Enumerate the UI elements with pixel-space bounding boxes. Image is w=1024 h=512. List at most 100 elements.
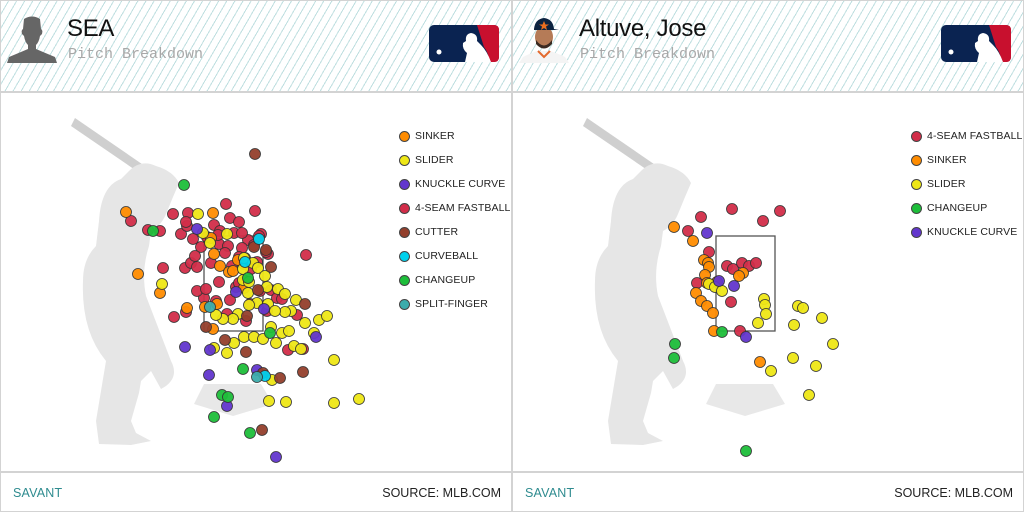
pitch-point[interactable] [816, 312, 828, 324]
pitch-point[interactable] [178, 179, 190, 191]
pitch-point[interactable] [221, 347, 233, 359]
pitch-point[interactable] [238, 331, 250, 343]
pitch-point[interactable] [191, 261, 203, 273]
legend-item[interactable]: SPLIT-FINGER [399, 297, 488, 311]
pitch-point[interactable] [179, 341, 191, 353]
pitch-point[interactable] [797, 302, 809, 314]
pitch-point[interactable] [242, 272, 254, 284]
legend-item[interactable]: SLIDER [911, 177, 966, 191]
pitch-point[interactable] [757, 215, 769, 227]
pitch-point[interactable] [227, 313, 239, 325]
pitch-point[interactable] [233, 216, 245, 228]
pitch-point[interactable] [725, 296, 737, 308]
pitch-point[interactable] [774, 205, 786, 217]
pitch-point[interactable] [270, 337, 282, 349]
pitch-point[interactable] [221, 228, 233, 240]
pitch-point[interactable] [147, 225, 159, 237]
legend-item[interactable]: 4-SEAM FASTBALL [911, 129, 1022, 143]
pitch-point[interactable] [243, 299, 255, 311]
pitch-point[interactable] [668, 221, 680, 233]
pitch-point[interactable] [274, 372, 286, 384]
pitch-point[interactable] [750, 257, 762, 269]
pitch-point[interactable] [810, 360, 822, 372]
pitch-point[interactable] [244, 427, 256, 439]
pitch-point[interactable] [167, 208, 179, 220]
pitch-point[interactable] [279, 288, 291, 300]
pitch-point[interactable] [241, 310, 253, 322]
pitch-point[interactable] [787, 352, 799, 364]
pitch-point[interactable] [682, 225, 694, 237]
pitch-point[interactable] [224, 294, 236, 306]
pitch-point[interactable] [239, 256, 251, 268]
pitch-point[interactable] [695, 211, 707, 223]
pitch-point[interactable] [321, 310, 333, 322]
pitch-point[interactable] [168, 311, 180, 323]
pitch-point[interactable] [765, 365, 777, 377]
pitch-point[interactable] [263, 395, 275, 407]
pitch-point[interactable] [189, 250, 201, 262]
pitch-point[interactable] [220, 198, 232, 210]
pitch-point[interactable] [760, 308, 772, 320]
legend-item[interactable]: CURVEBALL [399, 249, 478, 263]
pitch-point[interactable] [204, 344, 216, 356]
pitch-point[interactable] [249, 148, 261, 160]
pitch-point[interactable] [191, 223, 203, 235]
pitch-point[interactable] [280, 396, 292, 408]
pitch-point[interactable] [156, 278, 168, 290]
pitch-point[interactable] [707, 307, 719, 319]
pitch-point[interactable] [253, 233, 265, 245]
pitch-point[interactable] [181, 302, 193, 314]
pitch-point[interactable] [803, 389, 815, 401]
legend-item[interactable]: SINKER [911, 153, 967, 167]
legend-item[interactable]: CHANGEUP [399, 273, 475, 287]
pitch-point[interactable] [726, 203, 738, 215]
pitch-point[interactable] [256, 424, 268, 436]
legend-item[interactable]: 4-SEAM FASTBALL [399, 201, 510, 215]
pitch-point[interactable] [210, 309, 222, 321]
pitch-point[interactable] [200, 283, 212, 295]
pitch-point[interactable] [260, 244, 272, 256]
pitch-point[interactable] [204, 237, 216, 249]
pitch-point[interactable] [295, 343, 307, 355]
pitch-point[interactable] [258, 303, 270, 315]
pitch-point[interactable] [230, 286, 242, 298]
pitch-point[interactable] [716, 326, 728, 338]
pitch-point[interactable] [827, 338, 839, 350]
legend-item[interactable]: CHANGEUP [911, 201, 987, 215]
pitch-point[interactable] [752, 317, 764, 329]
pitch-point[interactable] [310, 331, 322, 343]
pitch-point[interactable] [754, 356, 766, 368]
pitch-point[interactable] [265, 261, 277, 273]
pitch-point[interactable] [353, 393, 365, 405]
pitch-point[interactable] [213, 276, 225, 288]
savant-link[interactable]: SAVANT [13, 486, 63, 500]
pitch-point[interactable] [219, 247, 231, 259]
pitch-point[interactable] [299, 317, 311, 329]
pitch-point[interactable] [180, 216, 192, 228]
pitch-point[interactable] [740, 445, 752, 457]
pitch-point[interactable] [300, 249, 312, 261]
pitch-point[interactable] [204, 301, 216, 313]
pitch-point[interactable] [236, 227, 248, 239]
legend-item[interactable]: CUTTER [399, 225, 458, 239]
pitch-point[interactable] [208, 411, 220, 423]
pitch-point[interactable] [269, 305, 281, 317]
pitch-point[interactable] [713, 275, 725, 287]
pitch-point[interactable] [120, 206, 132, 218]
pitch-point[interactable] [252, 284, 264, 296]
pitch-point[interactable] [157, 262, 169, 274]
pitch-point[interactable] [249, 205, 261, 217]
pitch-point[interactable] [669, 338, 681, 350]
pitch-point[interactable] [788, 319, 800, 331]
pitch-point[interactable] [733, 270, 745, 282]
pitch-point[interactable] [668, 352, 680, 364]
pitch-point[interactable] [299, 298, 311, 310]
pitch-point[interactable] [251, 371, 263, 383]
pitch-point[interactable] [328, 354, 340, 366]
pitch-point[interactable] [240, 346, 252, 358]
pitch-point[interactable] [200, 321, 212, 333]
savant-link[interactable]: SAVANT [525, 486, 575, 500]
pitch-point[interactable] [132, 268, 144, 280]
pitch-point[interactable] [227, 265, 239, 277]
legend-item[interactable]: KNUCKLE CURVE [911, 225, 1017, 239]
